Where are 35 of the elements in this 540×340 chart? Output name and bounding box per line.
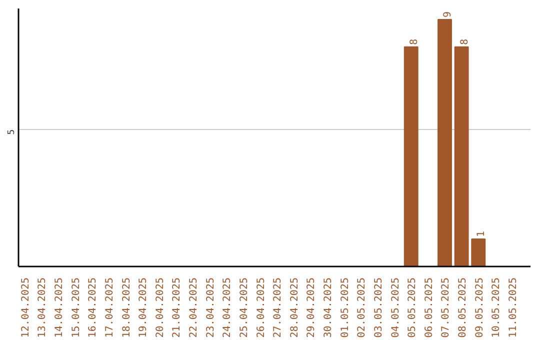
x-tick-label: 02.05.2025 [356,277,368,338]
x-tick-label: 07.05.2025 [440,277,452,338]
x-tick-label: 24.04.2025 [222,277,234,338]
data-label: 8 [459,38,470,45]
x-tick-label: 25.04.2025 [238,277,250,338]
x-tick-label: 14.04.2025 [54,277,66,338]
x-tick-label: 10.05.2025 [491,277,502,338]
x-tick-label: 22.04.2025 [188,277,200,338]
x-tick-label: 30.04.2025 [323,277,334,338]
x-tick-label: 12.04.2025 [20,277,32,338]
x-tick-label: 03.05.2025 [373,277,384,338]
x-tick-label: 23.04.2025 [205,277,216,338]
x-tick-label: 13.04.2025 [37,277,48,338]
x-tick-label: 06.05.2025 [424,277,435,338]
data-label: 1 [476,231,488,238]
x-tick-label: 19.04.2025 [138,277,150,338]
x-tick-label: 11.05.2025 [508,277,520,338]
x-tick-label: 08.05.2025 [458,277,469,338]
x-tick-label: 18.04.2025 [121,277,132,338]
x-tick-label: 05.05.2025 [407,277,418,338]
x-tick-label: 21.04.2025 [172,277,183,338]
x-tick-label: 16.04.2025 [88,277,99,338]
x-tick-label: 29.04.2025 [306,277,318,338]
data-label: 9 [442,11,454,18]
x-tick-label: 09.05.2025 [474,277,486,338]
x-tick-label: 15.04.2025 [70,277,82,338]
x-tick-label: 17.04.2025 [104,277,116,338]
x-tick-label: 26.04.2025 [256,277,267,338]
x-tick-label: 04.05.2025 [390,277,402,338]
x-tick-label: 01.05.2025 [340,277,351,338]
x-tick-label: 20.04.2025 [154,277,166,338]
data-label: 8 [408,38,420,45]
y-tick-label: 5 [7,129,17,135]
x-tick-label: 27.04.2025 [272,277,284,338]
x-tick-label: 28.04.2025 [289,277,300,338]
